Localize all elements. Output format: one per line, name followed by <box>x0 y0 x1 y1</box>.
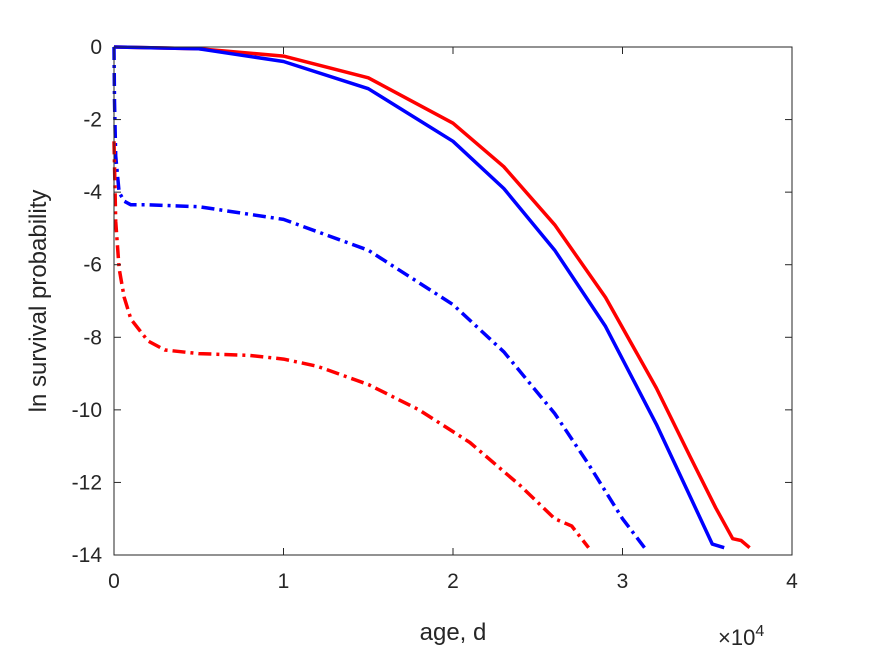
series-blue-solid <box>113 45 725 550</box>
ticks-layer: 0 1 2 3 4 0 -2 -4 -6 -8 -10 -12 -14 <box>72 36 799 593</box>
x-tick-label: 1 <box>278 570 290 593</box>
y-axis-label: ln survival probability <box>25 190 52 413</box>
y-tick-label: -6 <box>83 254 102 277</box>
y-tick-label: -12 <box>72 471 102 494</box>
y-tick-label: -8 <box>83 326 102 349</box>
labels-layer: age, d ln survival probability ×104 <box>25 190 764 650</box>
series-layer <box>112 45 751 550</box>
series-red-solid <box>113 45 751 550</box>
y-tick-label: -2 <box>83 109 102 132</box>
y-tick-label: 0 <box>90 36 102 59</box>
y-tick-label: -10 <box>72 399 102 422</box>
x-axis-exponent-power: 4 <box>755 623 764 640</box>
x-tick-label: 2 <box>447 570 459 593</box>
x-tick-label: 0 <box>108 570 120 593</box>
y-tick-label: -4 <box>83 181 102 204</box>
x-tick-label: 3 <box>617 570 629 593</box>
x-axis-exponent: ×104 <box>718 623 764 650</box>
y-tick-label: -14 <box>72 544 103 567</box>
x-axis-exponent-base: ×10 <box>718 625 755 650</box>
x-axis-label: age, d <box>420 619 487 646</box>
x-tick-label: 4 <box>786 570 798 593</box>
series-red-dashdot <box>112 141 590 549</box>
series-blue-dashdot <box>112 46 646 549</box>
